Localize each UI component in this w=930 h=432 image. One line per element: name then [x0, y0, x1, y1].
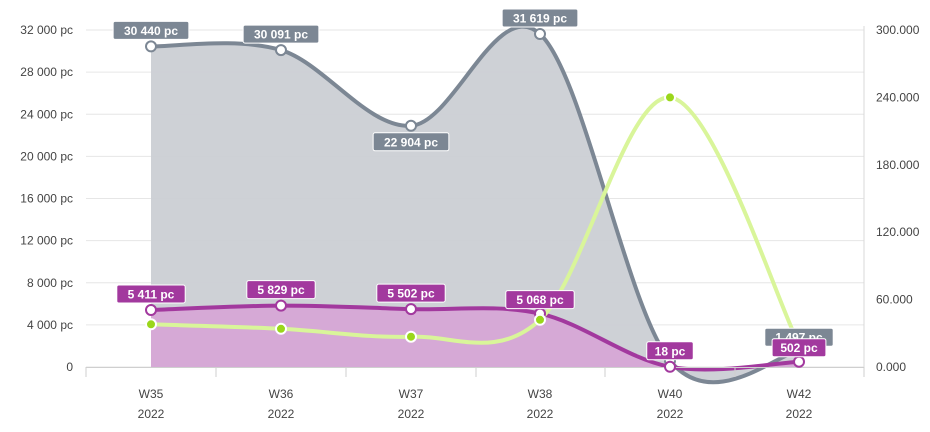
data-label-box — [501, 8, 579, 28]
data-label-box — [112, 20, 190, 40]
series-2-point-4[interactable] — [664, 91, 676, 104]
series-0-point-1[interactable] — [275, 44, 287, 57]
data-label-s1-5: 502 pc — [771, 338, 827, 358]
y-left-tick-24-000-pc: 24 000 pc — [20, 107, 73, 121]
series-2-point-0[interactable] — [145, 318, 157, 331]
y-left-tick-32-000-pc: 32 000 pc — [20, 23, 73, 37]
series-0-point-0[interactable] — [145, 40, 157, 53]
data-label-box — [372, 132, 450, 152]
data-label-box — [646, 341, 694, 361]
data-label-text: 18 pc — [655, 344, 686, 358]
y-left-tick-8-000-pc: 8 000 pc — [27, 276, 73, 290]
x-tick-year-w36: 2022 — [268, 407, 295, 421]
data-label-text: 5 411 pc — [128, 288, 175, 302]
y-right-tick-120-000: 120.000 — [876, 225, 920, 239]
x-tick-year-w37: 2022 — [398, 407, 425, 421]
data-label-box — [246, 280, 316, 300]
series-2-point-3[interactable] — [534, 313, 546, 326]
series-1-line — [149, 303, 801, 372]
data-label-text: 5 829 pc — [257, 283, 305, 297]
y-right-tick-180-000: 180.000 — [876, 158, 920, 172]
x-tick-week-w35: W35 — [139, 387, 164, 401]
y-right-tick-0-000: 0.000 — [876, 360, 906, 374]
x-tick-week-w37: W37 — [399, 387, 424, 401]
data-label-text: 30 091 pc — [254, 28, 308, 42]
data-label-text: 502 pc — [780, 341, 818, 355]
x-tick-year-w38: 2022 — [527, 407, 554, 421]
x-tick-week-w42: W42 — [787, 387, 812, 401]
series-1-point-2[interactable] — [405, 303, 417, 316]
data-label-s0-2: 22 904 pc — [372, 132, 450, 152]
y-left-tick-12-000-pc: 12 000 pc — [20, 234, 73, 248]
series-0-point-3[interactable] — [534, 28, 546, 40]
series-2-point-1[interactable] — [275, 322, 287, 335]
data-label-text: 5 502 pc — [387, 287, 435, 301]
data-label-s0-3: 31 619 pc — [501, 8, 579, 28]
data-label-box — [376, 283, 446, 303]
series-1-point-5[interactable] — [793, 355, 805, 368]
x-tick-week-w40: W40 — [658, 387, 683, 401]
data-label-text: 31 619 pc — [513, 12, 567, 26]
y-left-tick-16-000-pc: 16 000 pc — [20, 192, 73, 206]
series-1-point-1[interactable] — [275, 299, 287, 312]
y-left-tick-28-000-pc: 28 000 pc — [20, 65, 73, 79]
series-1-area — [151, 305, 799, 370]
data-label-box — [242, 24, 320, 44]
axes: 0 4 000 pc 8 000 pc 12 000 pc 16 000 pc 20 00… — [20, 23, 919, 421]
data-label-text: 5 068 pc — [516, 293, 564, 307]
y-right-tick-60-000: 60.000 — [876, 293, 913, 307]
data-label-s0-0: 30 440 pc — [112, 20, 190, 40]
x-tick-year-w35: 2022 — [138, 407, 165, 421]
series-2-point-2[interactable] — [405, 330, 417, 343]
series-1-point-4[interactable] — [664, 360, 676, 373]
data-label-s0-1: 30 091 pc — [242, 24, 320, 44]
data-label-s1-1: 5 829 pc — [246, 280, 316, 300]
y-left-tick-0: 0 — [66, 360, 73, 374]
data-label-box — [505, 290, 575, 310]
x-tick-week-w38: W38 — [528, 387, 553, 401]
x-tick-week-w36: W36 — [269, 387, 294, 401]
y-left-tick-20-000-pc: 20 000 pc — [20, 149, 73, 163]
data-label-s1-4: 18 pc — [646, 341, 694, 361]
y-left-tick-4-000-pc: 4 000 pc — [27, 318, 73, 332]
series-0-point-2[interactable] — [405, 119, 417, 132]
series-1-point-0[interactable] — [145, 304, 157, 316]
data-label-text: 30 440 pc — [124, 24, 178, 38]
x-tick-year-w42: 2022 — [786, 407, 813, 421]
y-right-tick-240-000: 240.000 — [876, 90, 920, 104]
y-right-tick-300-000: 300.000 — [876, 23, 920, 37]
data-label-box — [116, 284, 186, 304]
data-label-s1-3: 5 068 pc — [505, 290, 575, 310]
data-label-box — [771, 338, 827, 358]
data-label-s1-0: 5 411 pc — [116, 284, 186, 304]
data-label-text: 22 904 pc — [384, 135, 438, 149]
x-tick-year-w40: 2022 — [657, 407, 684, 421]
data-label-s1-2: 5 502 pc — [376, 283, 446, 303]
